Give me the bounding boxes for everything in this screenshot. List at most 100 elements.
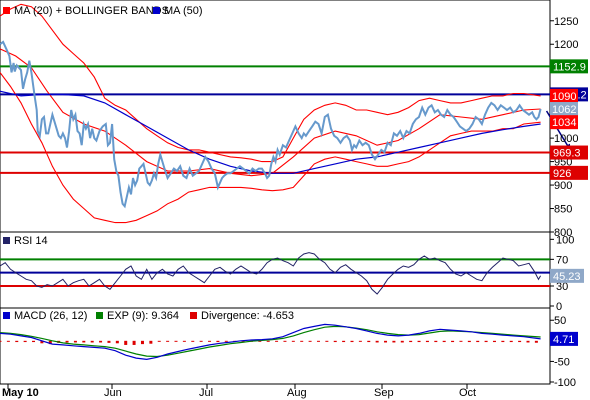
divergence-bar <box>40 340 44 344</box>
rsi-tick-label: 100 <box>556 234 574 246</box>
price-tick-label: 900 <box>554 180 572 192</box>
divergence-bar <box>367 340 371 343</box>
ma20-legend-swatch <box>3 7 10 14</box>
divergence-bar <box>492 340 496 343</box>
divergence-bar <box>425 340 429 343</box>
signal-line <box>0 325 541 358</box>
divergence-bar <box>484 340 488 343</box>
divergence-bar <box>442 340 446 343</box>
x-tick-label: Aug <box>287 387 307 399</box>
divergence-bar <box>333 340 337 343</box>
price-panel: 125012001150110010501000950900850800 115… <box>0 0 588 239</box>
price-tick-label: 1250 <box>554 16 578 28</box>
price-legend: MA (20) + BOLLINGER BANDS MA (50) <box>3 5 203 17</box>
divergence-bar <box>375 340 379 343</box>
divergence-bar <box>174 340 178 342</box>
macd-current-tag-label: 4.71 <box>553 334 574 346</box>
divergence-bar <box>107 340 111 343</box>
price-tick-label: 1000 <box>554 133 578 145</box>
price-line <box>0 40 542 209</box>
divergence-bar <box>157 340 161 342</box>
divergence-bar <box>291 340 295 342</box>
divergence-bar <box>509 340 513 343</box>
price-tick-label: 1200 <box>554 39 578 51</box>
price-series-tag-label: 1034 <box>552 117 576 129</box>
divergence-bar <box>392 340 396 343</box>
rsi-legend-swatch <box>3 237 10 244</box>
rsi-panel: 1007050300 45.23 RSI 14 <box>0 231 584 313</box>
divergence-bar <box>73 340 77 343</box>
x-tick-label: Jun <box>104 387 122 399</box>
divergence-bar <box>124 340 128 345</box>
divergence-bar <box>451 340 455 343</box>
x-tick-label: May 10 <box>2 387 39 399</box>
divergence-legend-label: Divergence: -4.653 <box>201 310 294 322</box>
divergence-bar <box>325 340 329 342</box>
x-tick-label: Sep <box>374 387 394 399</box>
ma50-legend-swatch <box>153 7 160 14</box>
price-level-tag <box>550 165 588 180</box>
divergence-bar <box>400 340 404 343</box>
rsi-current-tag-label: 45.23 <box>553 271 581 283</box>
price-level-tag-label: 1152.9 <box>553 61 586 73</box>
macd-legend-swatch <box>3 312 10 319</box>
divergence-bar <box>48 340 52 345</box>
divergence-bar <box>534 340 538 343</box>
x-tick-label: Jul <box>199 387 213 399</box>
price-level-tag-label: 969.3 <box>553 148 581 160</box>
x-tick-label: Oct <box>459 387 476 399</box>
price-tick-label: 800 <box>554 227 572 239</box>
macd-tick-label: -100 <box>554 377 576 389</box>
macd-tick-label: 50 <box>554 315 566 327</box>
macd-panel: 500-50-100 4.71 MACD (26, 12) EXP (9): 9… <box>0 307 578 389</box>
macd-legend: MACD (26, 12) EXP (9): 9.364 Divergence:… <box>3 310 294 322</box>
divergence-bar <box>224 340 228 342</box>
macd-line <box>0 323 541 361</box>
rsi-tick-label: 30 <box>556 281 568 293</box>
macd-legend-label: MACD (26, 12) <box>14 310 87 322</box>
divergence-bar <box>191 340 195 342</box>
divergence-bar <box>266 340 270 342</box>
divergence-bar <box>358 340 362 342</box>
bollinger-lower-line <box>0 72 541 224</box>
divergence-bar <box>342 340 346 343</box>
divergence-bar <box>82 340 86 343</box>
price-series-tag-label: 1062 <box>552 104 576 116</box>
x-axis: May 10 Jun Jul Aug Sep Oct <box>2 384 476 399</box>
price-tick-label: 950 <box>554 157 572 169</box>
divergence-bar <box>208 340 212 342</box>
divergence-bar <box>384 340 388 343</box>
rsi-panel-frame <box>0 231 551 309</box>
rsi-title: RSI 14 <box>14 235 48 247</box>
price-level-tag <box>550 59 588 74</box>
divergence-bar <box>23 340 27 343</box>
rsi-line <box>0 252 542 295</box>
divergence-bar <box>32 340 36 343</box>
divergence-bar <box>526 340 530 343</box>
divergence-bar <box>166 340 170 342</box>
price-level-tag-label: 926 <box>553 168 571 180</box>
ma50-legend-label: MA (50) <box>164 5 203 17</box>
macd-tick-label: -50 <box>554 356 570 368</box>
price-series-tag <box>550 88 578 103</box>
divergence-bar <box>258 340 262 342</box>
price-series-tag <box>550 102 578 117</box>
divergence-bar <box>140 340 144 345</box>
divergence-bar <box>316 340 320 342</box>
divergence-bar <box>149 340 153 344</box>
divergence-bar <box>275 340 279 342</box>
divergence-bar <box>241 340 245 342</box>
divergence-bar <box>467 340 471 343</box>
ma20-legend-label: MA (20) + BOLLINGER BANDS <box>14 5 169 17</box>
divergence-bar <box>99 340 103 343</box>
divergence-legend-swatch <box>190 312 197 319</box>
rsi-tick-label: 0 <box>556 301 562 313</box>
price-series-tag <box>550 115 578 130</box>
macd-current-tag <box>550 331 578 346</box>
price-tick-label: 850 <box>554 204 572 216</box>
rsi-tick-label: 70 <box>556 254 568 266</box>
divergence-bar <box>115 340 119 344</box>
exp-legend-swatch <box>96 312 103 319</box>
divergence-bar <box>409 340 413 343</box>
divergence-bar <box>308 340 312 342</box>
